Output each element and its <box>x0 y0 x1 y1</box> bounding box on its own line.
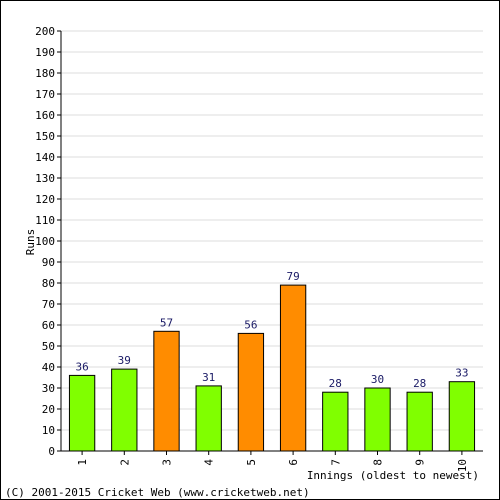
y-tick-label: 140 <box>35 151 55 164</box>
data-label: 30 <box>371 373 384 386</box>
axes <box>60 31 483 452</box>
y-tick-label: 60 <box>42 319 55 332</box>
y-tick-label: 180 <box>35 67 55 80</box>
bar <box>195 385 222 452</box>
bar <box>68 374 96 452</box>
y-axis-ticks: 0 10 20 30 40 50 60 70 80 90 100 110 120 130 140 150 160… <box>35 25 61 458</box>
y-tick-label: 20 <box>42 403 55 416</box>
x-tick-label: 9 <box>414 459 427 466</box>
bars <box>68 284 476 452</box>
bar <box>406 391 433 452</box>
y-axis-title: Runs <box>24 229 37 256</box>
y-tick-label: 110 <box>35 214 55 227</box>
copyright-notice: (C) 2001-2015 Cricket Web (www.cricketwe… <box>5 486 310 499</box>
y-tick-label: 0 <box>48 445 55 458</box>
x-tick-label: 7 <box>329 459 342 466</box>
bar <box>322 391 349 452</box>
x-tick-label: 1 <box>76 459 89 466</box>
x-tick-label: 2 <box>118 459 131 466</box>
y-tick-label: 70 <box>42 298 55 311</box>
data-label: 28 <box>413 377 426 390</box>
data-label: 33 <box>455 367 468 380</box>
y-tick-label: 10 <box>42 424 55 437</box>
y-tick-label: 130 <box>35 172 55 185</box>
x-tick-label: 3 <box>161 459 174 466</box>
bar <box>448 381 476 452</box>
y-tick-label: 170 <box>35 88 55 101</box>
y-tick-label: 40 <box>42 361 55 374</box>
x-tick-label: 4 <box>203 459 216 466</box>
gridlines <box>61 30 483 431</box>
x-tick-label: 6 <box>287 459 300 466</box>
data-label: 39 <box>118 354 131 367</box>
y-tick-label: 120 <box>35 193 55 206</box>
y-tick-label: 80 <box>42 277 55 290</box>
data-labels: 36 39 57 31 56 79 28 30 28 33 <box>75 270 468 390</box>
data-label: 57 <box>160 316 173 329</box>
data-label: 31 <box>202 371 215 384</box>
y-tick-label: 150 <box>35 130 55 143</box>
x-axis-title: Innings (oldest to newest) <box>307 469 479 482</box>
y-tick-label: 30 <box>42 382 55 395</box>
y-tick-label: 90 <box>42 256 55 269</box>
y-tick-label: 200 <box>35 25 55 38</box>
bar <box>153 330 180 452</box>
x-axis-ticks: 1 2 3 4 5 6 7 8 9 10 <box>76 451 469 472</box>
bar <box>364 387 391 452</box>
x-tick-label: 5 <box>245 459 258 466</box>
data-label: 79 <box>286 270 299 283</box>
bar <box>279 284 307 452</box>
data-label: 56 <box>244 318 257 331</box>
data-label: 28 <box>329 377 342 390</box>
x-tick-label: 8 <box>372 459 385 466</box>
y-tick-label: 160 <box>35 109 55 122</box>
y-tick-label: 100 <box>35 235 55 248</box>
y-tick-label: 50 <box>42 340 55 353</box>
bar <box>111 368 138 452</box>
y-tick-label: 190 <box>35 46 55 59</box>
x-tick-label: 10 <box>456 459 469 472</box>
data-label: 36 <box>75 360 88 373</box>
bar <box>237 332 265 452</box>
